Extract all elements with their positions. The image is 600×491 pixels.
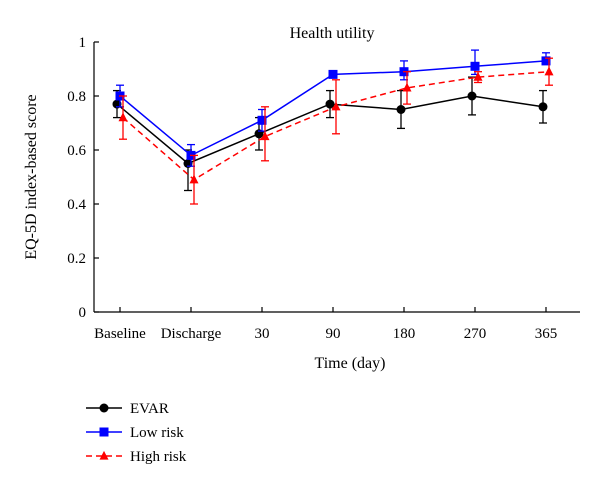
- y-tick-label: 0: [79, 305, 87, 321]
- legend-marker: [99, 450, 109, 460]
- series-evar: [112, 76, 548, 192]
- y-tick-label: 0.4: [67, 197, 86, 213]
- legend-item-low-risk: Low risk: [86, 425, 184, 441]
- y-tick-label: 0.6: [67, 143, 86, 159]
- data-point: [396, 105, 406, 114]
- data-point: [541, 56, 551, 66]
- x-tick-label: 270: [464, 326, 487, 342]
- data-point: [331, 101, 341, 111]
- x-tick-label: 180: [393, 326, 416, 342]
- data-point: [325, 99, 335, 109]
- data-point: [544, 66, 554, 76]
- y-tick-label: 0.8: [67, 89, 86, 105]
- data-point: [189, 174, 199, 184]
- axes: 0 0.2 0.4 0.6 0.8 1 Baseline Discharge 30 90 180 27…: [67, 35, 580, 342]
- data-point: [118, 112, 128, 122]
- x-tick-label: Discharge: [161, 326, 222, 342]
- data-point: [470, 61, 480, 71]
- data-point: [402, 82, 412, 92]
- data-point: [538, 102, 548, 112]
- legend-item-high-risk: High risk: [86, 449, 187, 465]
- legend-item-evar: EVAR: [86, 401, 169, 417]
- series-high-risk: [118, 57, 554, 205]
- y-axis-label: EQ-5D index-based score: [23, 94, 40, 259]
- data-point: [257, 115, 267, 125]
- chart-title: Health utility: [290, 25, 375, 42]
- x-tick-label: 365: [535, 326, 558, 342]
- legend-label: High risk: [130, 449, 187, 465]
- x-tick-label: 30: [255, 326, 270, 342]
- y-tick-label: 1: [79, 35, 87, 51]
- data-point: [328, 69, 338, 79]
- y-tick-label: 0.2: [67, 251, 86, 267]
- legend-marker: [99, 403, 109, 413]
- data-point: [260, 131, 270, 141]
- legend-label: Low risk: [130, 425, 184, 441]
- data-point: [467, 91, 477, 101]
- x-axis-label: Time (day): [315, 355, 386, 372]
- legend-marker: [99, 427, 109, 437]
- x-tick-label: Baseline: [94, 326, 146, 342]
- series-layer: [112, 49, 554, 205]
- legend-label: EVAR: [130, 401, 169, 417]
- data-point: [473, 71, 483, 81]
- x-tick-label: 90: [326, 326, 341, 342]
- legend: EVAR Low risk High risk: [86, 401, 187, 465]
